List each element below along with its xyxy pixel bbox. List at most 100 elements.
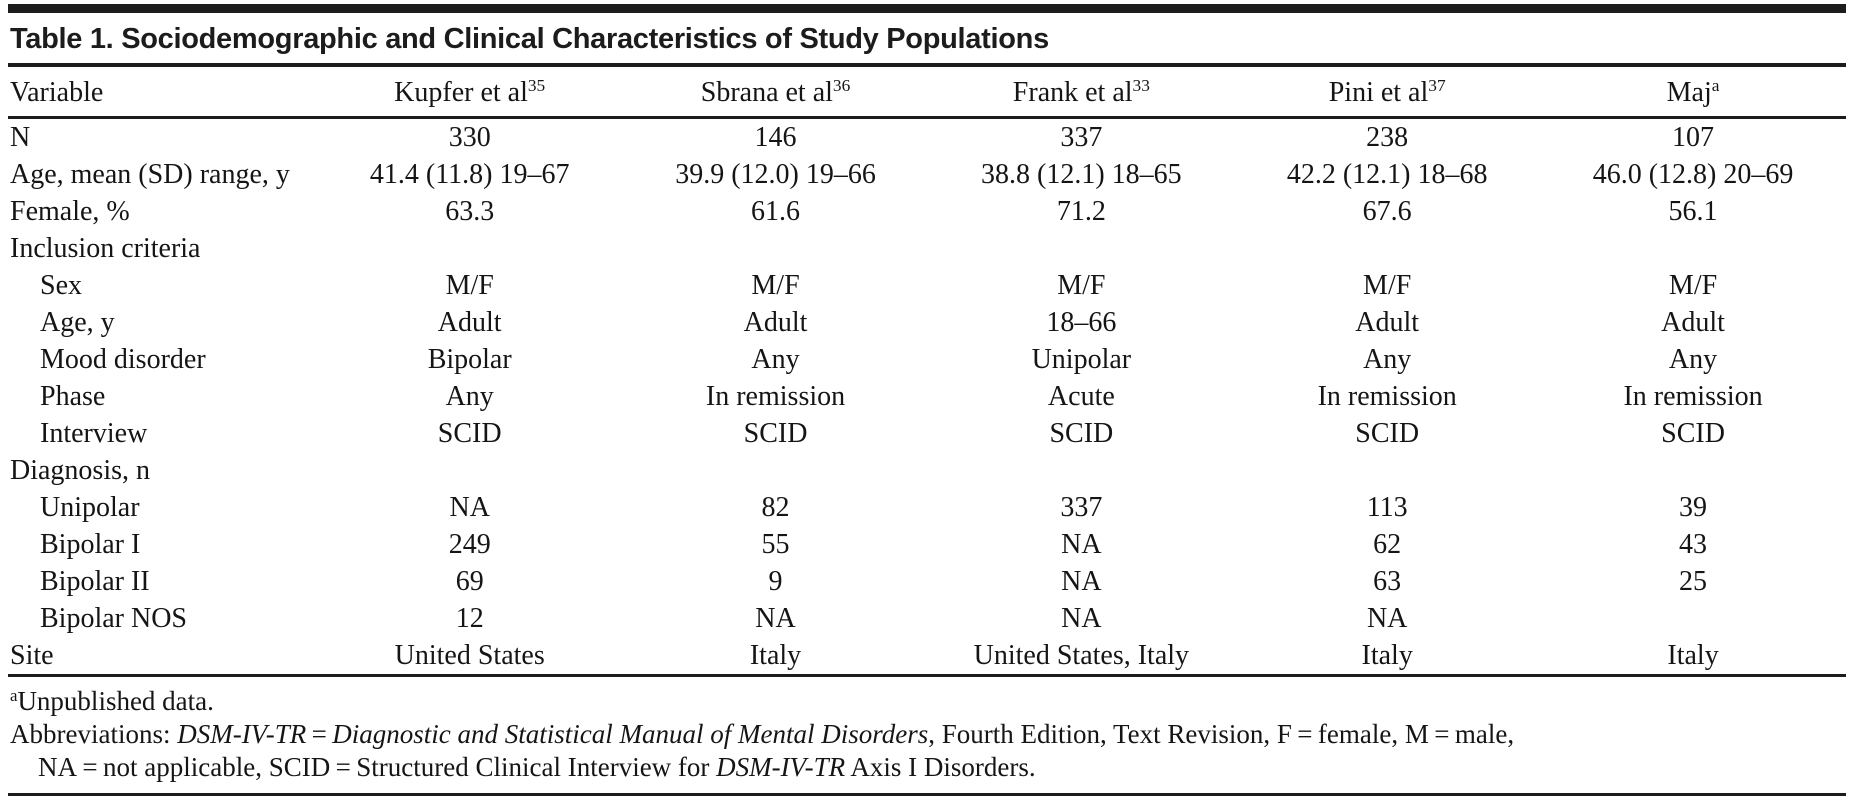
row-label: Mood disorder xyxy=(40,343,206,375)
table-row: Site United States Italy United States, Ita… xyxy=(8,637,1846,677)
cell-value: 39.9 (12.0) 19–66 xyxy=(675,158,876,190)
cell-value: Bipolar xyxy=(427,343,512,375)
cell-value: 69 xyxy=(455,565,484,597)
cell-value: 42.2 (12.1) 18–68 xyxy=(1286,158,1488,190)
cell-value: 63.3 xyxy=(445,195,495,227)
citation-superscript: a xyxy=(1711,76,1720,96)
study-table: Variable Kupfer et al35 Sbrana et al36 Fran… xyxy=(8,67,1846,677)
cell-value: Acute xyxy=(1047,380,1115,412)
cell-value: 56.1 xyxy=(1668,195,1718,227)
cell-value: 61.6 xyxy=(751,195,801,227)
cell-value: 107 xyxy=(1672,121,1715,153)
cell-value: In remission xyxy=(705,380,846,412)
table-header: Variable Kupfer et al35 Sbrana et al36 Fran… xyxy=(8,67,1846,119)
cell-value: NA xyxy=(1061,602,1102,634)
footnote-abbreviations-line2: NA = not applicable, SCID = Structured C… xyxy=(10,751,1844,784)
table-row: N 330 146 337 238 107 xyxy=(8,118,1846,157)
cell-value: 9 xyxy=(768,565,783,597)
cell-value: 330 xyxy=(448,121,491,153)
cell-value: 12 xyxy=(455,602,484,634)
footnotes: aUnpublished data. Abbreviations: DSM-IV… xyxy=(8,677,1846,796)
cell-value xyxy=(623,452,929,489)
column-header-study: Kupfer et al35 xyxy=(316,67,623,119)
cell-value: 43 xyxy=(1679,528,1708,560)
cell-value xyxy=(317,230,623,267)
cell-value: NA xyxy=(755,602,796,634)
cell-value: Any xyxy=(1668,343,1718,375)
cell-value: In remission xyxy=(1623,380,1763,412)
footnote-unpublished-text: Unpublished data. xyxy=(17,686,214,716)
abbreviation-text: NA = not applicable, SCID = Structured C… xyxy=(38,752,717,782)
table-row: Phase Any In remission Acute In remission In … xyxy=(8,378,1846,415)
abbreviation-term-italic: DSM-IV-TR xyxy=(716,752,846,782)
cell-value: NA xyxy=(1366,602,1408,634)
cell-value xyxy=(928,230,1234,267)
cell-value: In remission xyxy=(1317,380,1457,412)
cell-value: M/F xyxy=(1363,269,1412,301)
row-label: Interview xyxy=(40,417,148,449)
top-rule xyxy=(8,4,1846,13)
cell-value: Adult xyxy=(437,306,502,338)
cell-value: 39 xyxy=(1679,491,1708,523)
row-label: Inclusion criteria xyxy=(10,232,201,264)
cell-value: M/F xyxy=(1668,269,1718,301)
column-header-study: Frank et al33 xyxy=(928,67,1235,119)
citation-superscript: 36 xyxy=(832,76,851,96)
row-label: Diagnosis, n xyxy=(10,454,150,486)
section-row: Diagnosis, n xyxy=(8,452,1846,489)
cell-value: Italy xyxy=(1540,637,1846,677)
table-row: Bipolar II 69 9 NA 63 25 xyxy=(8,563,1846,600)
cell-value: 38.8 (12.1) 18–65 xyxy=(981,158,1182,190)
row-label: Bipolar NOS xyxy=(40,602,187,634)
row-label: Age, y xyxy=(40,306,115,338)
row-label: Unipolar xyxy=(40,491,140,523)
cell-value xyxy=(928,452,1234,489)
cell-value: 67.6 xyxy=(1362,195,1412,227)
cell-value: Italy xyxy=(622,637,929,677)
cell-value: SCID xyxy=(1355,417,1420,449)
cell-value: Adult xyxy=(1661,306,1725,338)
table-row: Sex M/F M/F M/F M/F M/F xyxy=(8,267,1846,304)
section-row: Inclusion criteria xyxy=(8,230,1846,267)
citation-superscript: 37 xyxy=(1428,76,1446,96)
cell-value xyxy=(1234,452,1540,489)
cell-value: Unipolar xyxy=(1031,343,1132,375)
row-label: Phase xyxy=(40,380,106,412)
cell-value: 46.0 (12.8) 20–69 xyxy=(1592,158,1794,190)
table-row: Bipolar I 249 55 NA 62 43 xyxy=(8,526,1846,563)
cell-value: M/F xyxy=(1057,269,1106,301)
cell-value: M/F xyxy=(445,269,494,301)
table-row: Mood disorder Bipolar Any Unipolar Any Any xyxy=(8,341,1846,378)
cell-value: 18–66 xyxy=(1046,306,1117,338)
footnote-unpublished: aUnpublished data. xyxy=(10,685,1844,718)
cell-value: 113 xyxy=(1366,491,1408,523)
cell-value xyxy=(1540,452,1846,489)
citation-superscript: 35 xyxy=(527,76,546,96)
cell-value xyxy=(1540,600,1846,637)
cell-value: 337 xyxy=(1060,121,1103,153)
cell-value xyxy=(623,230,929,267)
cell-value: NA xyxy=(1061,528,1102,560)
cell-value: 62 xyxy=(1373,528,1402,560)
cell-value: NA xyxy=(449,491,490,523)
row-label: Site xyxy=(8,637,317,677)
cell-value: 337 xyxy=(1060,491,1103,523)
cell-value: 25 xyxy=(1679,565,1708,597)
cell-value: 146 xyxy=(754,121,797,153)
table-row: Bipolar NOS 12 NA NA NA xyxy=(8,600,1846,637)
table-title: Table 1. Sociodemographic and Clinical C… xyxy=(8,13,1846,67)
cell-value: Italy xyxy=(1234,637,1541,677)
abbreviation-term-italic: DSM-IV-TR xyxy=(177,719,307,749)
cell-value xyxy=(1540,230,1846,267)
cell-value xyxy=(317,452,623,489)
cell-value: Any xyxy=(1363,343,1412,375)
cell-value: 41.4 (11.8) 19–67 xyxy=(369,158,570,190)
cell-value: Any xyxy=(445,380,494,412)
cell-value: 55 xyxy=(761,528,790,560)
footnote-abbreviations-line1: Abbreviations: DSM-IV-TR = Diagnostic an… xyxy=(10,718,1844,751)
cell-value xyxy=(1234,230,1540,267)
row-label: Female, % xyxy=(10,195,130,227)
row-label: Bipolar II xyxy=(40,565,150,597)
cell-value: United States xyxy=(316,637,623,677)
